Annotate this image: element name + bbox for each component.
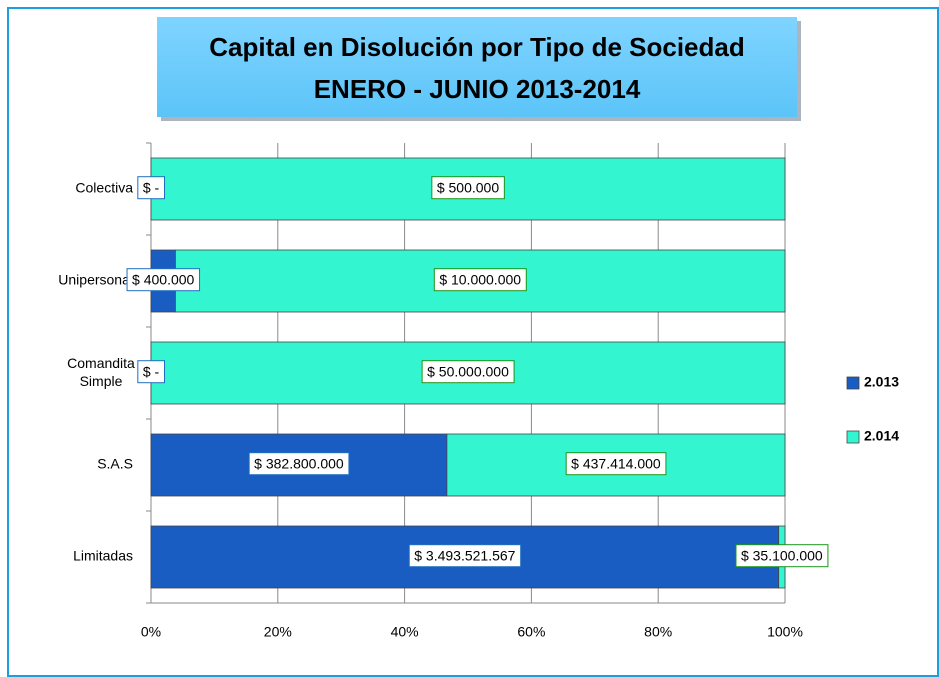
data-label-box bbox=[431, 176, 505, 200]
data-label-box bbox=[126, 268, 201, 292]
data-label-box bbox=[421, 360, 515, 384]
data-label-text: $ 50.000.000 bbox=[427, 364, 509, 380]
data-label: $ 400.000 bbox=[126, 268, 201, 292]
data-label-box bbox=[137, 360, 166, 384]
data-label-box bbox=[735, 544, 829, 568]
data-label-text: $ 382.800.000 bbox=[254, 456, 344, 472]
x-tick-label: 80% bbox=[644, 624, 672, 640]
data-label: $ 500.000 bbox=[431, 176, 505, 200]
data-label: $ 3.493.521.567 bbox=[408, 544, 522, 568]
data-label-box bbox=[248, 452, 350, 476]
y-tick-label-line: Comandita bbox=[67, 355, 135, 371]
data-label-text: $ 400.000 bbox=[132, 272, 194, 288]
y-tick-label: Colectiva bbox=[75, 180, 133, 196]
x-tick-label: 40% bbox=[391, 624, 419, 640]
data-label: $ 437.414.000 bbox=[565, 452, 667, 476]
data-label-box bbox=[433, 268, 527, 292]
data-label-box bbox=[565, 452, 667, 476]
title-box bbox=[157, 17, 797, 117]
chart-title: Capital en Disolución por Tipo de Socied… bbox=[209, 32, 744, 62]
data-label-text: $ 3.493.521.567 bbox=[414, 548, 515, 564]
y-tick-label: Comandita Simple bbox=[67, 355, 135, 389]
data-label: $ - bbox=[137, 360, 166, 384]
data-label: $ 50.000.000 bbox=[421, 360, 515, 384]
data-label: $ - bbox=[137, 176, 166, 200]
x-tick-label: 20% bbox=[264, 624, 292, 640]
data-label-box bbox=[137, 176, 166, 200]
legend-label: 2.014 bbox=[864, 428, 899, 444]
data-label-text: $ 437.414.000 bbox=[571, 456, 661, 472]
data-label: $ 382.800.000 bbox=[248, 452, 350, 476]
y-tick-label: Limitadas bbox=[73, 548, 133, 564]
x-tick-label: 60% bbox=[517, 624, 545, 640]
data-label-box bbox=[408, 544, 522, 568]
x-tick-label: 0% bbox=[141, 624, 161, 640]
legend-label: 2.013 bbox=[864, 374, 899, 390]
data-label-text: $ 35.100.000 bbox=[741, 548, 823, 564]
chart-subtitle: ENERO - JUNIO 2013-2014 bbox=[314, 74, 641, 104]
x-tick-label: 100% bbox=[767, 624, 803, 640]
data-label: $ 10.000.000 bbox=[433, 268, 527, 292]
legend-swatch bbox=[846, 430, 860, 444]
y-tick-label-line: Simple bbox=[80, 373, 123, 389]
data-label-text: $ - bbox=[143, 180, 160, 196]
y-tick-label: Unipersonal bbox=[58, 272, 133, 288]
data-label-text: $ 10.000.000 bbox=[439, 272, 521, 288]
y-tick-label: S.A.S bbox=[97, 456, 133, 472]
data-label-text: $ 500.000 bbox=[437, 180, 499, 196]
legend-swatch bbox=[846, 376, 860, 390]
data-label: $ 35.100.000 bbox=[735, 544, 829, 568]
data-label-text: $ - bbox=[143, 364, 160, 380]
